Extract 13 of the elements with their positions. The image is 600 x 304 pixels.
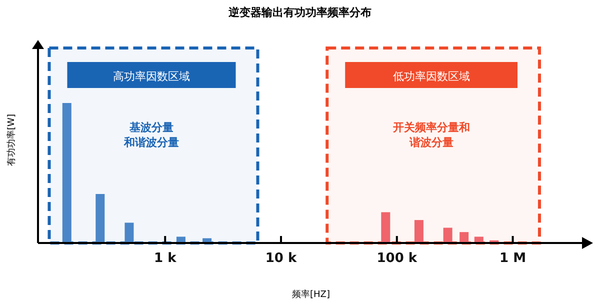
band-label: 低功率因数区域: [392, 70, 470, 83]
x-axis-title: 频率[HZ]: [292, 289, 330, 300]
x-tick-label: 10 k: [265, 251, 297, 266]
annotation: 谐波分量: [408, 136, 454, 149]
x-tick-label: 100 k: [376, 251, 418, 266]
x-tick-label: 1 M: [500, 251, 526, 266]
chart-title: 逆变器输出有功功率频率分布: [228, 6, 372, 19]
annotation: 开关频率分量和: [392, 121, 470, 134]
x-tick-label: 1 k: [154, 251, 177, 266]
annotation: 和谐波分量: [122, 136, 179, 149]
annotation: 基波分量: [128, 121, 174, 134]
y-axis-title: 有功功率[W]: [6, 114, 17, 166]
band-label: 高功率因数区域: [112, 70, 190, 83]
